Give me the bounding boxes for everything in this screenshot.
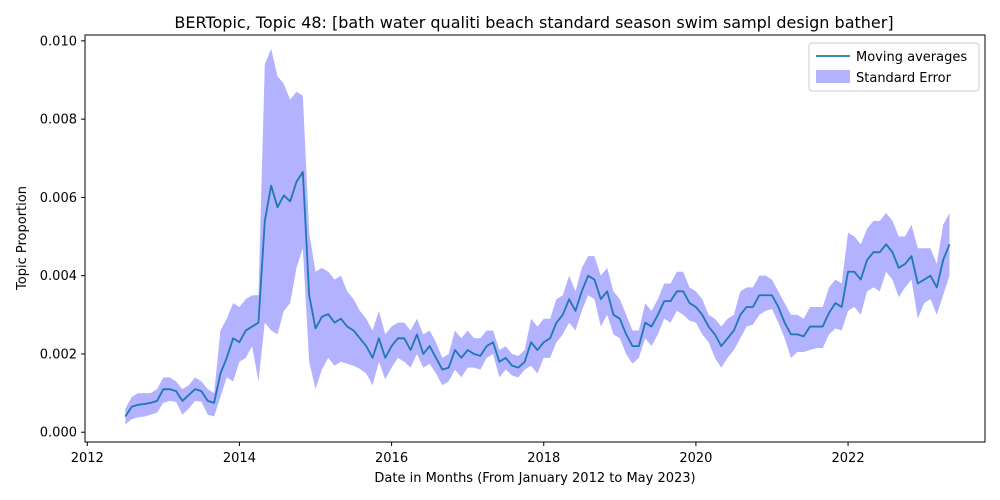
standard-error-band-layer — [125, 48, 950, 425]
plot-frame — [84, 34, 986, 443]
legend-label-standard-error: Standard Error — [856, 71, 952, 86]
x-tick-label: 2018 — [527, 451, 560, 466]
y-tick-label: 0.002 — [40, 347, 77, 362]
x-tick-label: 2022 — [832, 451, 865, 466]
x-tick-label: 2014 — [223, 451, 256, 466]
y-tick-label: 0.008 — [40, 113, 77, 128]
x-tick-label: 2016 — [375, 451, 408, 466]
x-tick-label: 2012 — [71, 451, 104, 466]
standard-error-band — [125, 48, 950, 425]
y-axis-label: Topic Proportion — [15, 186, 30, 291]
x-axis-label: Date in Months (From January 2012 to May… — [374, 471, 695, 486]
chart-title: BERTopic, Topic 48: [bath water qualiti … — [174, 13, 893, 32]
y-tick-label: 0.010 — [40, 34, 77, 49]
y-tick-label: 0.000 — [40, 426, 77, 441]
y-tick-label: 0.004 — [40, 269, 77, 284]
moving-average-line — [124, 171, 951, 418]
legend-label-moving-averages: Moving averages — [856, 50, 967, 65]
x-axis-ticks: 2012 2014 2016 2018 2020 2022 — [71, 442, 865, 466]
moving-average-line-layer — [124, 171, 951, 418]
legend: Moving averages Standard Error — [808, 42, 980, 92]
legend-box — [808, 42, 980, 92]
y-tick-label: 0.006 — [40, 191, 77, 206]
legend-band-swatch — [816, 70, 850, 83]
x-tick-label: 2020 — [679, 451, 712, 466]
y-axis-ticks: 0.000 0.002 0.004 0.006 0.008 0.010 — [40, 34, 85, 441]
